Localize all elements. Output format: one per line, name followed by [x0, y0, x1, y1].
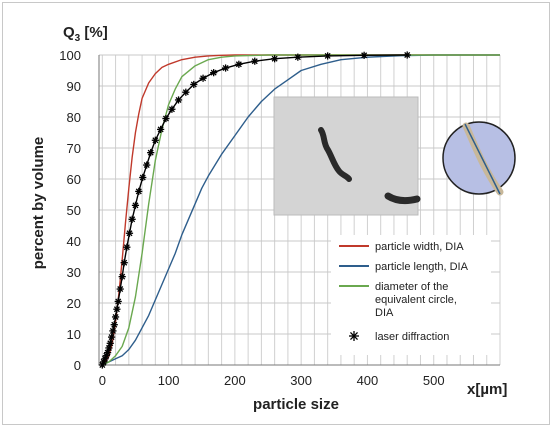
legend-box — [331, 235, 491, 355]
legend-label: DIA — [375, 307, 394, 319]
x-tick-label: 500 — [423, 373, 445, 388]
legend-label: laser diffraction — [375, 331, 449, 343]
laser-diffraction-point — [168, 105, 176, 113]
y-tick-label: 10 — [67, 327, 81, 342]
x-tick-label: 0 — [99, 373, 106, 388]
laser-diffraction-point — [403, 51, 411, 59]
laser-diffraction-point — [125, 229, 134, 237]
axes-text: Q3 [%] percent by volume particle size x… — [30, 24, 507, 413]
particle-shape-2 — [384, 192, 421, 205]
laser-diffraction-point — [174, 96, 183, 104]
laser-diffraction-point — [162, 114, 170, 123]
particle-micrograph-inset — [273, 96, 421, 216]
laser-diffraction-point — [109, 327, 117, 335]
x-axis-title: particle size — [253, 396, 339, 413]
laser-diffraction-point — [114, 297, 122, 306]
laser-diffraction-point — [128, 215, 136, 223]
legend-item-3: laser diffraction — [349, 331, 449, 343]
legend-label: particle width, DIA — [375, 241, 464, 253]
chart-frame: 0 10 20 30 40 50 60 70 80 90 100 0 100 200 300 400 500 p… — [2, 2, 550, 425]
chart-svg: 0 10 20 30 40 50 60 70 80 90 100 0 100 200 300 400 500 p… — [30, 24, 516, 413]
y-tick-label: 30 — [67, 265, 81, 280]
laser-diffraction-point — [139, 173, 147, 182]
x-axis-unit: x[µm] — [467, 381, 507, 398]
laser-diffraction-point — [151, 136, 159, 144]
laser-diffraction-point — [110, 321, 118, 329]
laser-diffraction-point — [118, 273, 126, 281]
laser-diffraction-point — [157, 125, 165, 133]
particle-shape-1 — [318, 127, 352, 182]
y-axis-title: percent by volume — [30, 137, 47, 270]
series-layer — [98, 51, 500, 369]
legend-asterisk-icon — [349, 331, 359, 341]
y-tick-label: 50 — [67, 203, 81, 218]
laser-diffraction-point — [123, 243, 131, 251]
y-axis-unit: Q3 [%] — [63, 24, 108, 44]
equivalent-circle-inset — [442, 121, 516, 196]
legend-label: particle length, DIA — [375, 261, 469, 273]
laser-diffraction-point — [210, 69, 218, 77]
laser-diffraction-point — [235, 60, 243, 68]
laser-diffraction-point — [107, 333, 116, 341]
legend-label: diameter of the — [375, 281, 448, 293]
laser-diffraction-point — [360, 51, 368, 59]
y-tick-label: 90 — [67, 79, 81, 94]
legend-item-0: particle width, DIA — [339, 241, 464, 253]
laser-diffraction-point — [106, 339, 114, 347]
y-tick-label: 100 — [59, 48, 81, 63]
y-tick-label: 70 — [67, 141, 81, 156]
laser-diffraction-point — [120, 259, 128, 267]
laser-diffraction-point — [324, 52, 332, 60]
laser-diffraction-point — [143, 161, 151, 169]
laser-diffraction-point — [116, 285, 124, 293]
laser-diffraction-point — [251, 57, 259, 65]
laser-diffraction-point — [190, 80, 198, 89]
x-tick-label: 200 — [224, 373, 246, 388]
y-tick-label: 0 — [74, 358, 81, 373]
laser-diffraction-point — [182, 88, 190, 96]
y-tick-label: 80 — [67, 110, 81, 125]
laser-diffraction-point — [113, 305, 121, 313]
y-tick-label: 40 — [67, 234, 81, 249]
y-tick-label: 60 — [67, 172, 81, 187]
y-tick-label: 20 — [67, 296, 81, 311]
laser-diffraction-point — [131, 201, 140, 209]
x-tick-label: 100 — [158, 373, 180, 388]
legend: particle width, DIA particle length, DIA d… — [331, 235, 491, 355]
particle-length-line — [464, 123, 501, 195]
legend-label: equivalent circle, — [375, 294, 457, 306]
laser-diffraction-point — [221, 64, 230, 72]
laser-diffraction-point — [294, 53, 302, 61]
x-tick-label: 400 — [357, 373, 379, 388]
x-tick-label: 300 — [290, 373, 312, 388]
series-line-0 — [101, 54, 500, 366]
series-line-1 — [102, 54, 500, 366]
laser-diffraction-point — [199, 74, 207, 82]
legend-item-1: particle length, DIA — [339, 261, 469, 273]
laser-diffraction-point — [271, 55, 279, 63]
laser-diffraction-point — [135, 187, 143, 195]
laser-diffraction-point — [147, 149, 155, 157]
laser-diffraction-point — [111, 313, 120, 321]
